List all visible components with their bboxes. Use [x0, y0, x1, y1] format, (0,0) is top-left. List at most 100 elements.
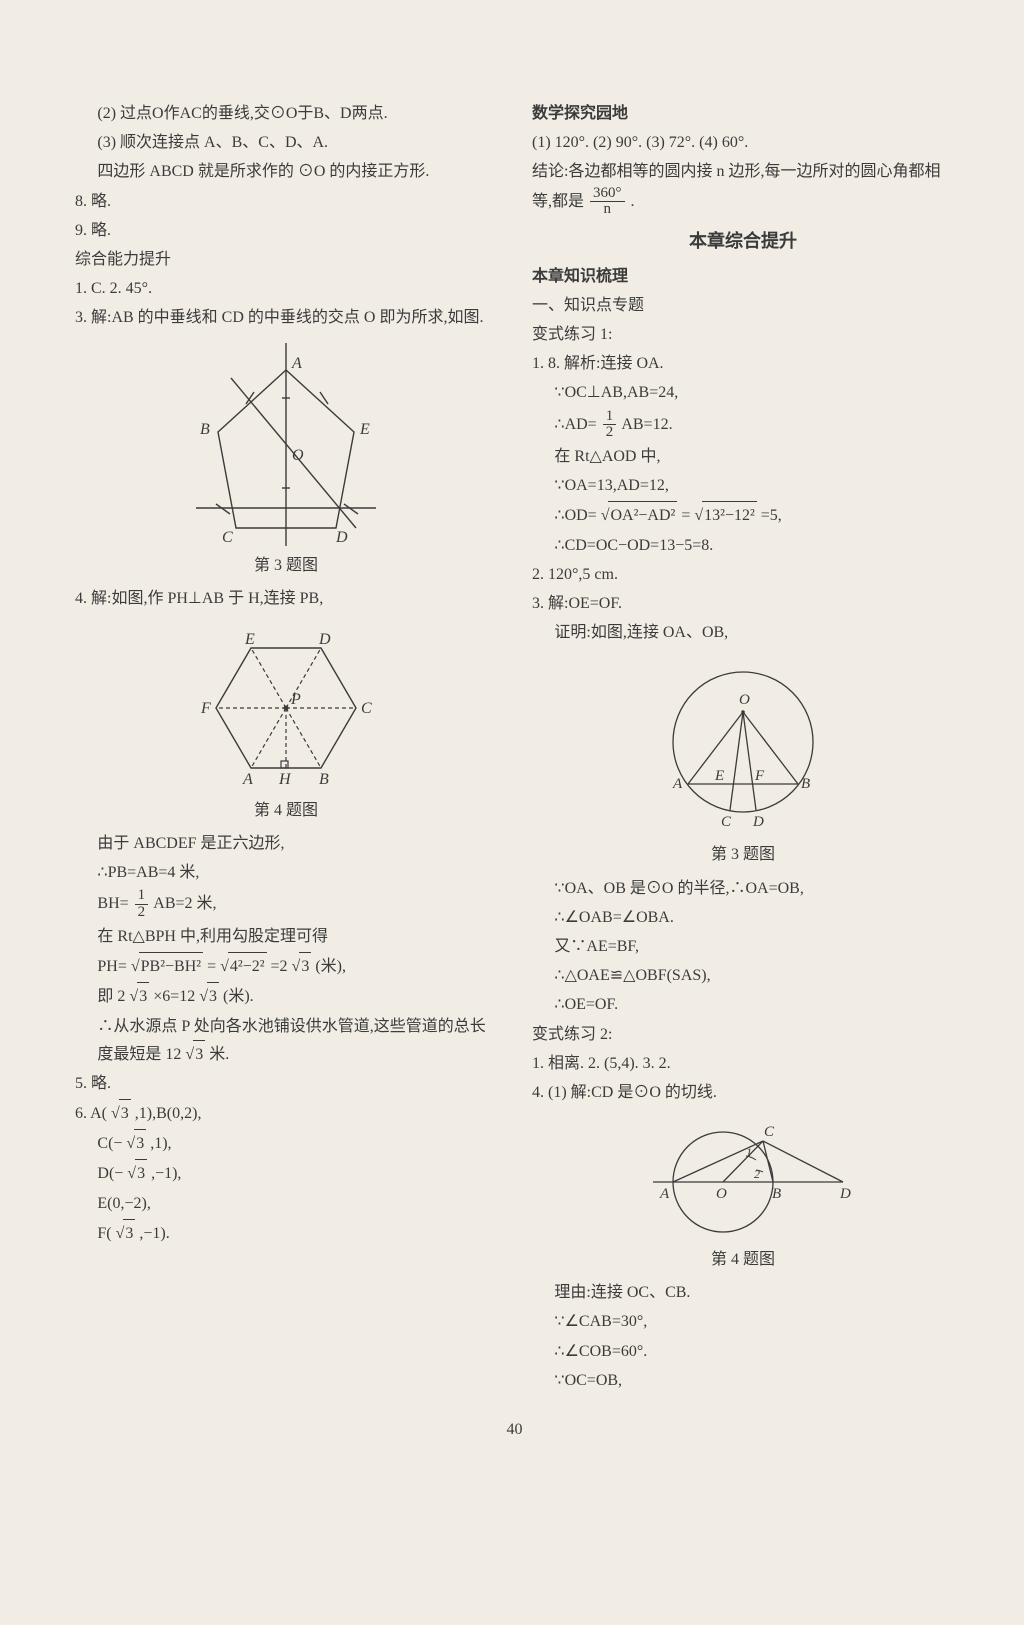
two-column-layout: (2) 过点O作AC的垂线,交⊙O于B、D两点. (3) 顺次连接点 A、B、C…	[75, 100, 954, 1396]
svg-text:A: A	[242, 771, 253, 788]
svg-text:D: D	[318, 631, 331, 648]
svg-text:A: A	[291, 355, 302, 372]
fraction-numerator: 360°	[590, 186, 625, 203]
text-line: 3. 解:AB 的中垂线和 CD 的中垂线的交点 O 即为所求,如图.	[75, 304, 497, 331]
text-line: 8. 略.	[75, 188, 497, 215]
fraction-numerator: 1	[135, 888, 149, 905]
figure-4-tangent: A O B C D 1 2	[532, 1112, 954, 1242]
text-line: 即 2 3 ×6=12 3 (米).	[75, 982, 497, 1010]
svg-text:1: 1	[746, 1145, 752, 1159]
radical: 3	[126, 1135, 146, 1152]
radical: PB²−BH²	[131, 958, 203, 975]
svg-text:D: D	[335, 529, 348, 546]
radicand: 13²−12²	[702, 501, 757, 529]
svg-text:A: A	[672, 776, 683, 792]
text-line: ∴∠OAB=∠OBA.	[532, 904, 954, 931]
figure-caption: 第 4 题图	[75, 797, 497, 824]
text-line: (1) 120°. (2) 90°. (3) 72°. (4) 60°.	[532, 129, 954, 156]
text-line: 1. 相离. 2. (5,4). 3. 2.	[532, 1050, 954, 1077]
text-line: C(− 3 ,1),	[75, 1129, 497, 1157]
text-frag: F(	[97, 1225, 111, 1242]
radical: 13²−12²	[694, 507, 756, 524]
text-line: 4. (1) 解:CD 是⊙O 的切线.	[532, 1079, 954, 1106]
right-column: 数学探究园地 (1) 120°. (2) 90°. (3) 72°. (4) 6…	[532, 100, 954, 1396]
text-line: 四边形 ABCD 就是所求作的 ⊙O 的内接正方形.	[75, 158, 497, 185]
text-line: BH= 1 2 AB=2 米,	[75, 888, 497, 921]
text-line: 变式练习 1:	[532, 321, 954, 348]
radicand: 3	[134, 1129, 146, 1157]
fraction-denominator: n	[590, 202, 625, 218]
text-line: ∴PB=AB=4 米,	[75, 859, 497, 886]
svg-text:F: F	[754, 768, 765, 784]
svg-text:D: D	[839, 1186, 851, 1202]
text-line: 6. A( 3 ,1),B(0,2),	[75, 1099, 497, 1127]
svg-text:O: O	[716, 1186, 727, 1202]
text-line: (2) 过点O作AC的垂线,交⊙O于B、D两点.	[75, 100, 497, 127]
radicand: 3	[119, 1099, 131, 1127]
svg-text:C: C	[222, 529, 233, 546]
text-line: 又∵AE=BF,	[532, 933, 954, 960]
text-line: 1. C. 2. 45°.	[75, 275, 497, 302]
text-line: 由于 ABCDEF 是正六边形,	[75, 830, 497, 857]
left-column: (2) 过点O作AC的垂线,交⊙O于B、D两点. (3) 顺次连接点 A、B、C…	[75, 100, 497, 1396]
fraction: 1 2	[135, 888, 149, 921]
text-line: 在 Rt△AOD 中,	[532, 443, 954, 470]
text-frag: ∴从水源点 P 处向各水池铺设供水管道,这些管道的总长度最短是 12	[97, 1018, 485, 1063]
section-subhead: 数学探究园地	[532, 100, 954, 127]
radical: OA²−AD²	[601, 507, 678, 524]
text-line: 2. 120°,5 cm.	[532, 561, 954, 588]
text-line: ∴从水源点 P 处向各水池铺设供水管道,这些管道的总长度最短是 12 3 米.	[75, 1013, 497, 1068]
text-line: ∵OC⊥AB,AB=24,	[532, 379, 954, 406]
svg-text:P: P	[290, 691, 301, 708]
svg-text:C: C	[721, 814, 732, 830]
svg-text:O: O	[292, 447, 304, 464]
text-line: 一、知识点专题	[532, 292, 954, 319]
figure-3-circle: O A B C D E F	[532, 652, 954, 837]
fraction-numerator: 1	[603, 409, 617, 426]
svg-text:A: A	[659, 1186, 670, 1202]
text-frag: ,−1),	[151, 1165, 181, 1182]
radical: 3	[127, 1165, 147, 1182]
section-subhead: 本章知识梳理	[532, 263, 954, 290]
fraction-denominator: 2	[603, 425, 617, 441]
text-frag: 米.	[209, 1046, 229, 1063]
radicand: 3	[193, 1040, 205, 1068]
fraction: 360° n	[590, 186, 625, 219]
text-frag: (米),	[315, 958, 346, 975]
svg-text:E: E	[714, 768, 724, 784]
svg-text:H: H	[278, 771, 292, 788]
fraction-denominator: 2	[135, 905, 149, 921]
svg-text:C: C	[764, 1124, 775, 1140]
text-frag: AB=12.	[621, 416, 672, 433]
radical: 3	[185, 1046, 205, 1063]
radical: 3	[129, 988, 149, 1005]
text-frag: ×6=12	[153, 988, 195, 1005]
svg-text:F: F	[200, 700, 211, 717]
text-frag: D(−	[97, 1165, 123, 1182]
text-frag: BH=	[97, 895, 128, 912]
text-frag: 6. A(	[75, 1105, 107, 1122]
radical: 3	[111, 1105, 131, 1122]
radicand: PB²−BH²	[139, 952, 203, 980]
text-frag: (米).	[223, 988, 254, 1005]
text-line: D(− 3 ,−1),	[75, 1159, 497, 1187]
figure-4-hexagon: E D F C A B P H	[75, 618, 497, 793]
fraction: 1 2	[603, 409, 617, 442]
section-subhead: 综合能力提升	[75, 246, 497, 273]
svg-text:B: B	[319, 771, 329, 788]
svg-text:E: E	[359, 421, 370, 438]
text-frag: ,−1).	[139, 1225, 169, 1242]
radicand: OA²−AD²	[608, 501, 677, 529]
text-line: E(0,−2),	[75, 1190, 497, 1217]
text-line: 在 Rt△BPH 中,利用勾股定理可得	[75, 923, 497, 950]
text-frag: ,1),	[150, 1135, 171, 1152]
text-frag: C(−	[97, 1135, 122, 1152]
text-line: ∵OA=13,AD=12,	[532, 472, 954, 499]
text-line: 理由:连接 OC、CB.	[532, 1279, 954, 1306]
radicand: 3	[207, 982, 219, 1010]
text-line: 1. 8. 解析:连接 OA.	[532, 350, 954, 377]
radicand: 3	[137, 982, 149, 1010]
text-frag: 即 2	[97, 988, 125, 1005]
text-line: 结论:各边都相等的圆内接 n 边形,每一边所对的圆心角都相等,都是 360° n…	[532, 158, 954, 218]
figure-caption: 第 4 题图	[532, 1246, 954, 1273]
